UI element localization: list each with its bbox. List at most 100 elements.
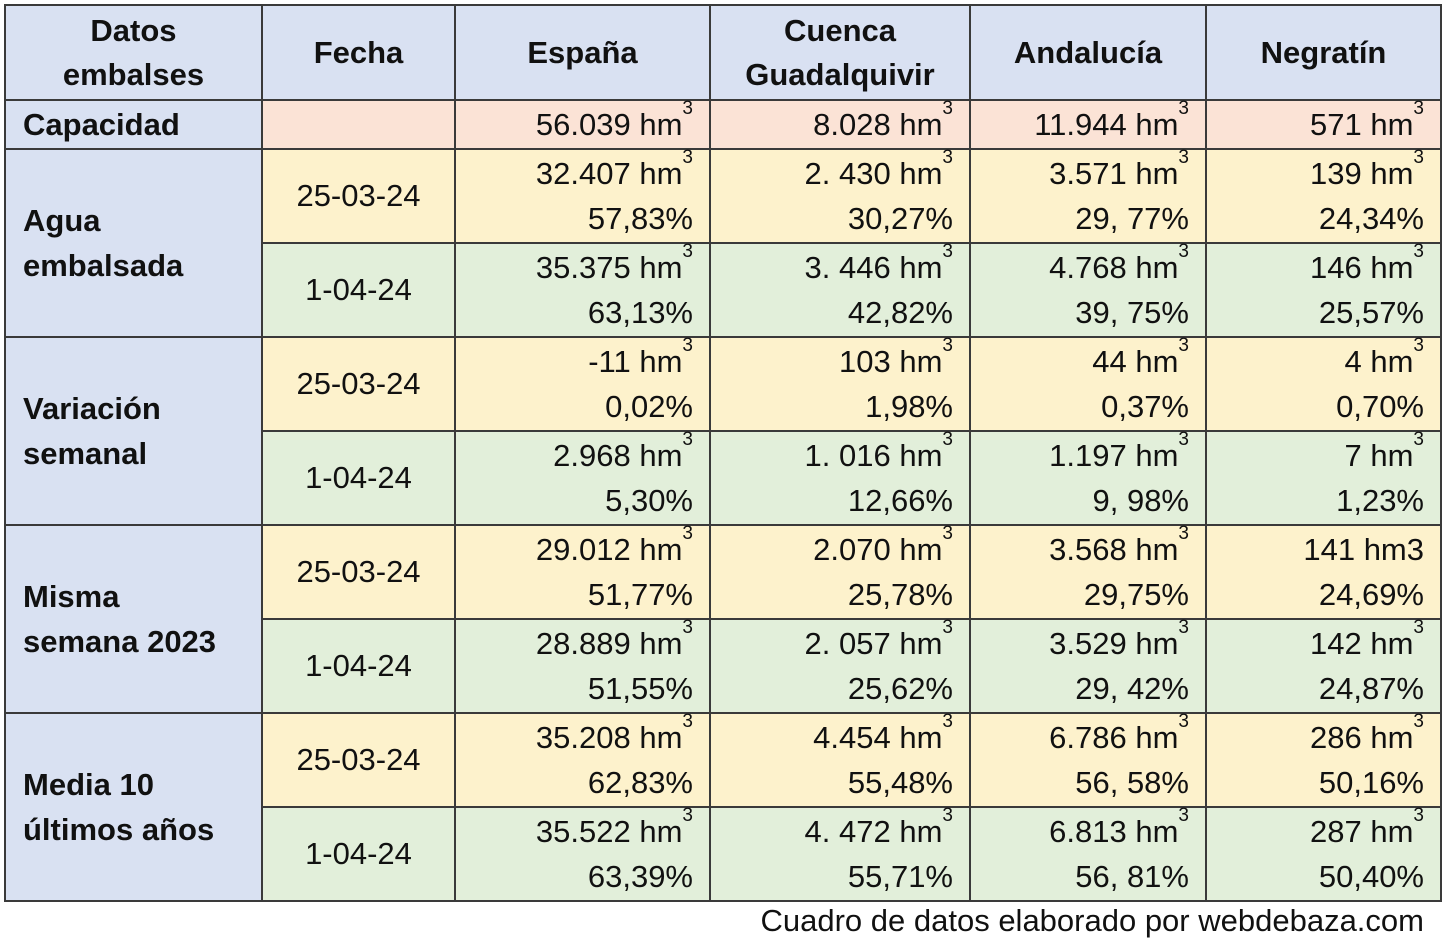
superscript-3: 3	[682, 429, 693, 450]
superscript-3: 3	[1178, 147, 1189, 168]
percentage-value: 42,82%	[847, 295, 953, 330]
superscript-3: 3	[682, 241, 693, 262]
date-cell: 25-03-24	[261, 148, 456, 244]
percentage-value: 51,55%	[587, 671, 693, 706]
table-row: 1-04-24 35.375 hm3 63,13% 3. 446 hm3 42,82% 4…	[5, 241, 1442, 338]
volume-value: 287 hm3	[1310, 805, 1424, 850]
percentage-value: 24,34%	[1318, 201, 1424, 236]
data-cell: 7 hm3 1,23%	[1205, 429, 1442, 526]
percentage-value: 0,37%	[1101, 389, 1189, 424]
column-header-line: España	[527, 34, 638, 70]
percentage-value: 24,69%	[1318, 577, 1424, 612]
volume-value: 4.768 hm3	[1049, 241, 1189, 286]
superscript-3: 3	[1178, 805, 1189, 826]
volume-value: 6.813 hm3	[1049, 805, 1189, 850]
superscript-3: 3	[682, 335, 693, 356]
data-cell: 139 hm3 24,34%	[1205, 148, 1442, 244]
data-cell: 44 hm3 0,37%	[969, 335, 1207, 432]
data-cell: 4. 472 hm3 55,71%	[709, 806, 971, 902]
superscript-3: 3	[1413, 617, 1424, 638]
percentage-value: 24,87%	[1318, 671, 1424, 706]
volume-value: 7 hm3	[1344, 429, 1425, 474]
superscript-3: 3	[1413, 335, 1424, 356]
percentage-value: 5,30%	[605, 483, 693, 518]
percentage-value: 1,23%	[1336, 483, 1424, 518]
superscript-3: 3	[942, 429, 953, 450]
row-group-label-line: semanal	[23, 436, 148, 471]
percentage-value: 55,48%	[847, 765, 953, 800]
column-header: Negratín	[1205, 4, 1442, 101]
volume-value: 2. 057 hm3	[804, 617, 953, 662]
row-group-label-line: embalsada	[23, 248, 184, 283]
table-row: 1-04-24 28.889 hm3 51,55% 2. 057 hm3 25,62% 3…	[5, 617, 1442, 714]
data-cell: 6.813 hm3 56, 81%	[969, 805, 1207, 902]
data-cell: 35.375 hm3 63,13%	[454, 241, 711, 338]
empty-date-cell	[261, 99, 456, 150]
superscript-3: 3	[682, 805, 693, 826]
percentage-value: 25,57%	[1318, 295, 1424, 330]
superscript-3: 3	[682, 617, 693, 638]
superscript-3: 3	[942, 335, 953, 356]
column-header-line: Cuenca	[784, 12, 896, 48]
header-row: Datos embalses Fecha España Cuenca Guadalquiv…	[4, 4, 1442, 101]
column-header: Cuenca Guadalquivir	[709, 4, 971, 101]
row-group-label-line: Misma	[23, 579, 120, 614]
percentage-value: 50,16%	[1318, 765, 1424, 800]
superscript-3: 3	[1413, 241, 1424, 262]
column-header: Datos embalses	[4, 4, 263, 101]
superscript-3: 3	[1413, 429, 1424, 450]
superscript-3: 3	[942, 617, 953, 638]
capacity-row: Capacidad 56.039 hm3 8.028 hm3 11.944 hm3 57…	[4, 98, 1442, 150]
superscript-3: 3	[1178, 523, 1189, 544]
percentage-value: 29, 42%	[1075, 671, 1189, 706]
superscript-3: 3	[942, 523, 953, 544]
percentage-value: 39, 75%	[1075, 295, 1189, 330]
capacity-value: 56.039 hm3	[454, 99, 711, 150]
percentage-value: 63,39%	[587, 859, 693, 894]
footer-credit: Cuadro de datos elaborado por webdebaza.…	[760, 903, 1424, 938]
volume-value: 286 hm3	[1310, 711, 1424, 756]
superscript-3: 3	[942, 241, 953, 262]
date-cell: 1-04-24	[261, 430, 456, 526]
date-cell: 1-04-24	[261, 806, 456, 902]
percentage-value: 30,27%	[847, 201, 953, 236]
row-group-label: Misma semana 2023	[4, 524, 263, 714]
data-cell: 286 hm3 50,16%	[1205, 711, 1442, 808]
volume-value: 103 hm3	[839, 335, 953, 380]
volume-value: 35.522 hm3	[535, 805, 693, 850]
percentage-value: 62,83%	[587, 765, 693, 800]
superscript-3: 3	[1178, 711, 1189, 732]
capacity-value-text: 11.944 hm3	[1034, 98, 1189, 143]
column-header-line: Negratín	[1260, 34, 1387, 70]
row-group-label-line: Media 10	[23, 767, 154, 802]
volume-value: 4.454 hm3	[813, 711, 953, 756]
capacity-value-text: 8.028 hm3	[813, 98, 953, 143]
row-group-label-line: Agua	[23, 203, 101, 238]
percentage-value: 25,78%	[847, 577, 953, 612]
superscript-3: 3	[1178, 429, 1189, 450]
volume-value: 3.568 hm3	[1049, 523, 1189, 568]
volume-value: 3. 446 hm3	[804, 241, 953, 286]
data-cell: 35.522 hm3 63,39%	[454, 805, 711, 902]
data-cell: 142 hm3 24,87%	[1205, 617, 1442, 714]
data-cell: 146 hm3 25,57%	[1205, 241, 1442, 338]
data-cell: 32.407 hm3 57,83%	[454, 147, 711, 244]
data-cell: 1.197 hm3 9, 98%	[969, 429, 1207, 526]
volume-value: 1. 016 hm3	[804, 429, 953, 474]
row-label: Capacidad	[4, 99, 263, 150]
percentage-value: 29,75%	[1083, 577, 1189, 612]
capacity-value: 571 hm3	[1205, 99, 1442, 150]
superscript-3: 3	[682, 147, 693, 168]
capacity-value: 8.028 hm3	[709, 98, 971, 150]
percentage-value: 25,62%	[847, 671, 953, 706]
data-cell: 4 hm3 0,70%	[1205, 335, 1442, 432]
volume-value: 141 hm3	[1303, 532, 1424, 567]
column-header-line: Guadalquivir	[745, 56, 935, 92]
row-group-label-line: semana 2023	[23, 624, 217, 659]
volume-value: 142 hm3	[1310, 617, 1424, 662]
volume-value: 44 hm3	[1092, 335, 1189, 380]
table-row: Agua embalsada 25-03-24 32.407 hm3 57,83% 2. …	[4, 147, 1442, 338]
row-group-label-line: últimos años	[23, 812, 215, 847]
volume-value: 146 hm3	[1310, 241, 1424, 286]
reservoir-data-table: Datos embalses Fecha España Cuenca Guadalquiv…	[4, 4, 1442, 902]
